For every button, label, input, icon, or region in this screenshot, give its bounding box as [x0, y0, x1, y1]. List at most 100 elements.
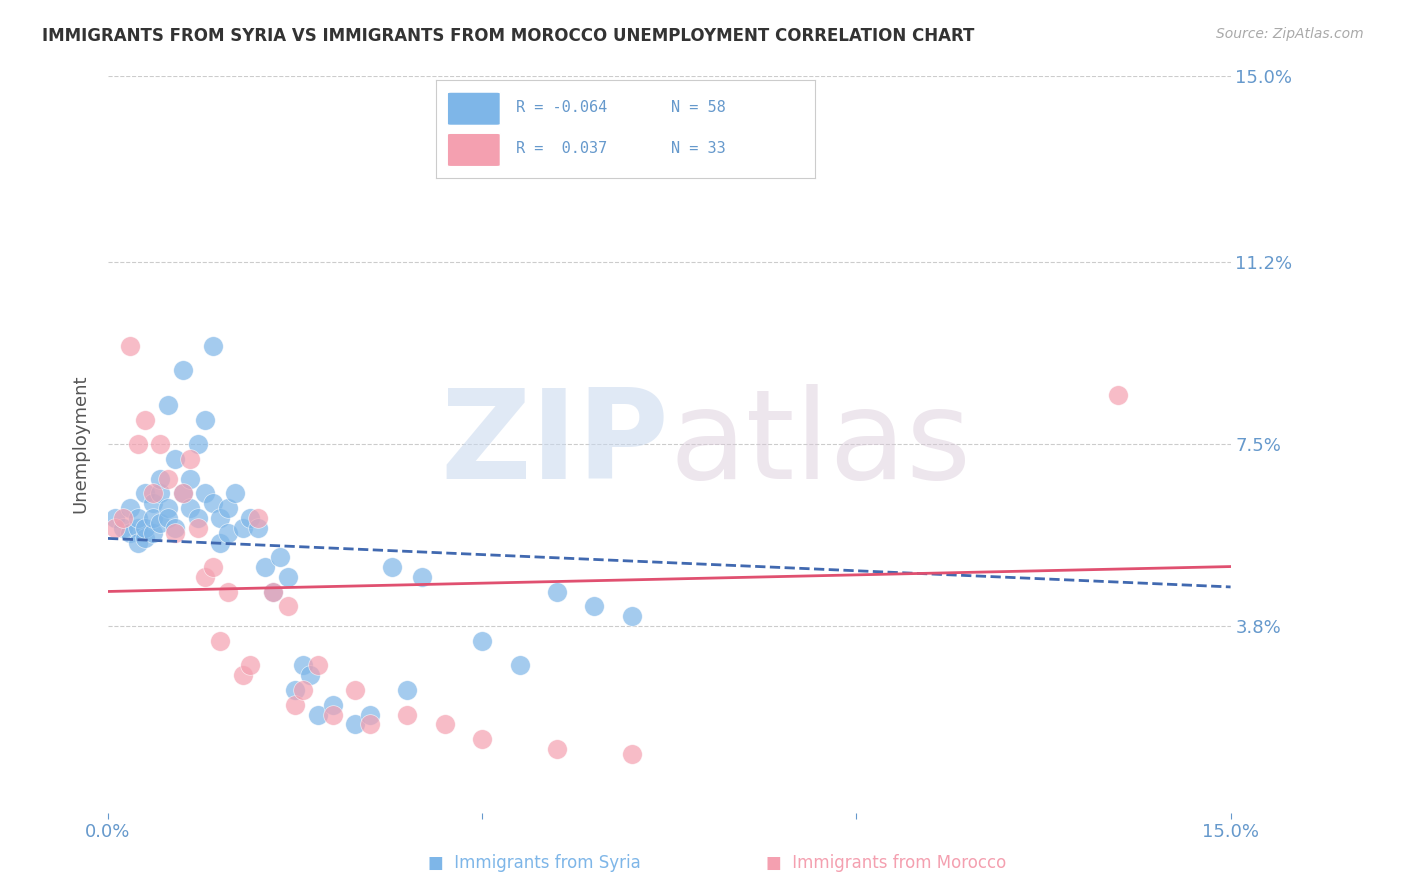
- Point: [194, 570, 217, 584]
- Point: [187, 521, 209, 535]
- Text: Source: ZipAtlas.com: Source: ZipAtlas.com: [1216, 27, 1364, 41]
- Point: [254, 560, 277, 574]
- Point: [156, 511, 179, 525]
- Point: [134, 531, 156, 545]
- Point: [277, 570, 299, 584]
- FancyBboxPatch shape: [447, 133, 501, 167]
- Point: [307, 658, 329, 673]
- Point: [321, 698, 343, 712]
- Point: [343, 717, 366, 731]
- Point: [209, 535, 232, 549]
- Point: [209, 511, 232, 525]
- Point: [134, 521, 156, 535]
- Text: atlas: atlas: [669, 384, 972, 505]
- Point: [224, 486, 246, 500]
- Point: [142, 486, 165, 500]
- Point: [620, 609, 643, 624]
- Point: [246, 511, 269, 525]
- Point: [172, 486, 194, 500]
- Point: [291, 658, 314, 673]
- Point: [217, 584, 239, 599]
- Point: [546, 742, 568, 756]
- Point: [149, 472, 172, 486]
- Point: [201, 496, 224, 510]
- Point: [120, 339, 142, 353]
- Point: [217, 501, 239, 516]
- Point: [172, 363, 194, 377]
- Point: [239, 511, 262, 525]
- Point: [284, 698, 307, 712]
- Point: [291, 683, 314, 698]
- Text: IMMIGRANTS FROM SYRIA VS IMMIGRANTS FROM MOROCCO UNEMPLOYMENT CORRELATION CHART: IMMIGRANTS FROM SYRIA VS IMMIGRANTS FROM…: [42, 27, 974, 45]
- Point: [194, 486, 217, 500]
- Point: [307, 707, 329, 722]
- Point: [149, 437, 172, 451]
- Point: [433, 717, 456, 731]
- Point: [396, 683, 419, 698]
- Point: [232, 521, 254, 535]
- Point: [111, 511, 134, 525]
- Point: [127, 521, 149, 535]
- Point: [142, 511, 165, 525]
- Point: [165, 521, 187, 535]
- Point: [179, 501, 201, 516]
- Point: [179, 452, 201, 467]
- Point: [120, 525, 142, 540]
- Point: [127, 535, 149, 549]
- Point: [359, 717, 381, 731]
- Point: [142, 496, 165, 510]
- Point: [381, 560, 404, 574]
- Point: [1107, 388, 1129, 402]
- Point: [262, 584, 284, 599]
- Point: [359, 707, 381, 722]
- Point: [111, 521, 134, 535]
- Point: [194, 412, 217, 426]
- Point: [104, 511, 127, 525]
- Point: [583, 599, 606, 614]
- Point: [149, 516, 172, 530]
- Point: [396, 707, 419, 722]
- Point: [156, 501, 179, 516]
- Point: [284, 683, 307, 698]
- Text: N = 58: N = 58: [671, 100, 725, 115]
- Point: [269, 550, 291, 565]
- Point: [201, 339, 224, 353]
- Text: R =  0.037: R = 0.037: [516, 142, 607, 156]
- FancyBboxPatch shape: [447, 92, 501, 126]
- Point: [620, 747, 643, 761]
- Point: [120, 501, 142, 516]
- Point: [246, 521, 269, 535]
- Text: ZIP: ZIP: [440, 384, 669, 505]
- Point: [134, 486, 156, 500]
- Y-axis label: Unemployment: Unemployment: [72, 375, 89, 514]
- Point: [262, 584, 284, 599]
- Point: [156, 472, 179, 486]
- Point: [509, 658, 531, 673]
- Point: [134, 412, 156, 426]
- Point: [127, 437, 149, 451]
- Point: [232, 668, 254, 682]
- Point: [321, 707, 343, 722]
- Point: [172, 486, 194, 500]
- Point: [471, 633, 494, 648]
- Point: [127, 511, 149, 525]
- Point: [179, 472, 201, 486]
- Point: [165, 452, 187, 467]
- Point: [217, 525, 239, 540]
- Point: [156, 398, 179, 412]
- Point: [546, 584, 568, 599]
- Text: ■  Immigrants from Morocco: ■ Immigrants from Morocco: [766, 855, 1005, 872]
- Point: [104, 521, 127, 535]
- Point: [343, 683, 366, 698]
- Point: [142, 525, 165, 540]
- Point: [209, 633, 232, 648]
- Point: [201, 560, 224, 574]
- Point: [187, 511, 209, 525]
- Point: [471, 732, 494, 747]
- Text: ■  Immigrants from Syria: ■ Immigrants from Syria: [427, 855, 641, 872]
- Point: [239, 658, 262, 673]
- Text: R = -0.064: R = -0.064: [516, 100, 607, 115]
- Point: [165, 525, 187, 540]
- Point: [149, 486, 172, 500]
- Point: [277, 599, 299, 614]
